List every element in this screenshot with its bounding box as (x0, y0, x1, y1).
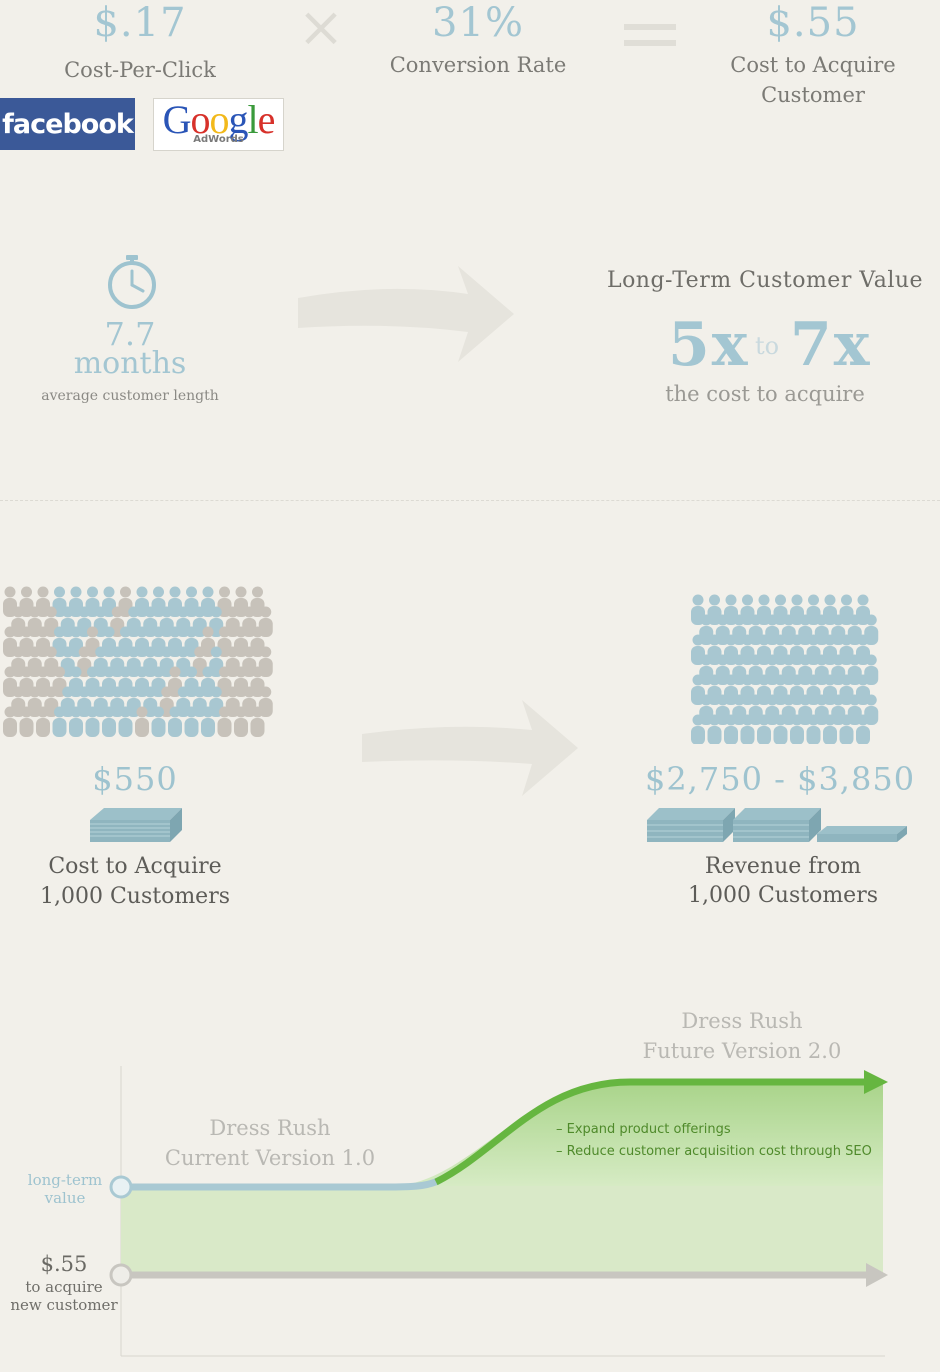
person-figure (201, 706, 215, 737)
current-version-label-line2: Current Version 1.0 (164, 1146, 376, 1170)
months-value: 7.7 (104, 315, 156, 353)
person-figure (52, 706, 67, 737)
person-figure (135, 706, 149, 737)
person-figure (790, 714, 804, 744)
cpc-label: Cost-Per-Click (64, 58, 216, 82)
arrow-right-icon-2 (362, 700, 578, 796)
cac-arrowhead (866, 1263, 888, 1287)
person-figure (69, 706, 83, 737)
google-logo-word: Google (162, 97, 276, 142)
ltv-title: Long-Term Customer Value (606, 268, 924, 293)
person-figure (856, 714, 870, 744)
person-figure (118, 706, 133, 737)
cac-label-line1: Cost to Acquire (730, 53, 896, 77)
ltv-axis-label-line2: value (44, 1189, 86, 1207)
person-figure (691, 714, 705, 744)
revenue-line2: 1,000 Customers (687, 883, 879, 908)
person-figure (36, 706, 50, 737)
cost-line1: Cost to Acquire (48, 854, 222, 879)
person-figure (184, 706, 199, 737)
mult-high: 7x (790, 310, 872, 380)
ltv-axis-label-line1: long-term (27, 1171, 103, 1189)
person-figure (740, 714, 755, 744)
cac-marker (109, 1263, 133, 1287)
conversion-label: Conversion Rate (389, 53, 567, 77)
person-figure (839, 714, 854, 744)
annotation-expand: – Expand product offerings (556, 1122, 731, 1137)
mult-to: to (755, 332, 780, 360)
future-arrowhead (864, 1070, 888, 1094)
cpc-value: $.17 (93, 0, 187, 46)
person-figure (707, 714, 722, 744)
current-version-line (117, 1176, 444, 1191)
future-version-label-line2: Future Version 2.0 (642, 1039, 842, 1063)
crowd-icon-right (691, 594, 879, 744)
person-figure (168, 706, 182, 737)
growth-fill-area (390, 1082, 883, 1186)
cac-axis-line1: to acquire (25, 1278, 103, 1296)
person-figure (757, 714, 771, 744)
person-figure (3, 706, 17, 737)
cac-value: $.55 (766, 0, 860, 46)
person-figure (19, 706, 34, 737)
cash-stack-icon-right (647, 808, 907, 842)
person-figure (806, 714, 821, 744)
person-figure (85, 706, 100, 737)
crowd-icon-left (3, 586, 273, 737)
facebook-logo: facebook (0, 98, 135, 150)
person-figure (102, 706, 116, 737)
section-divider (0, 500, 940, 501)
months-caption: average customer length (41, 388, 219, 404)
person-figure (234, 706, 248, 737)
annotation-seo: – Reduce customer acquisition cost throu… (556, 1144, 872, 1159)
person-figure (250, 706, 265, 737)
person-figure (773, 714, 788, 744)
person-figure (823, 714, 837, 744)
future-version-line (434, 1078, 868, 1186)
arrow-right-icon (298, 266, 514, 362)
base-fill-area (121, 1186, 883, 1276)
multiply-icon: × (297, 0, 345, 60)
equals-icon-top (624, 24, 676, 30)
mult-caption: the cost to acquire (665, 382, 865, 406)
google-logo-sub: AdWords (193, 134, 244, 145)
person-figure (724, 714, 738, 744)
facebook-logo-text: facebook (2, 108, 134, 140)
person-figure (217, 706, 232, 737)
cost-line2: 1,000 Customers (39, 884, 231, 909)
ltv-marker (109, 1175, 133, 1199)
revenue-line1: Revenue from (704, 854, 862, 879)
cac-axis-value: $.55 (40, 1252, 88, 1276)
cost-value: $550 (92, 760, 178, 798)
current-version-label-line1: Dress Rush (209, 1116, 331, 1140)
months-unit: months (73, 346, 187, 381)
equals-icon-bottom (624, 40, 676, 46)
google-adwords-logo: Google AdWords (153, 98, 284, 151)
revenue-value: $2,750 - $3,850 (644, 760, 916, 798)
conversion-value: 31% (432, 0, 524, 46)
cac-label-line2: Customer (761, 83, 865, 107)
future-version-label-line1: Dress Rush (681, 1009, 803, 1033)
cac-axis-line2: new customer (10, 1296, 118, 1314)
growth-chart (109, 1066, 888, 1357)
stopwatch-icon (108, 255, 156, 309)
mult-low: 5x (668, 310, 750, 380)
cash-stack-icon-left (90, 808, 182, 842)
person-figure (151, 706, 166, 737)
